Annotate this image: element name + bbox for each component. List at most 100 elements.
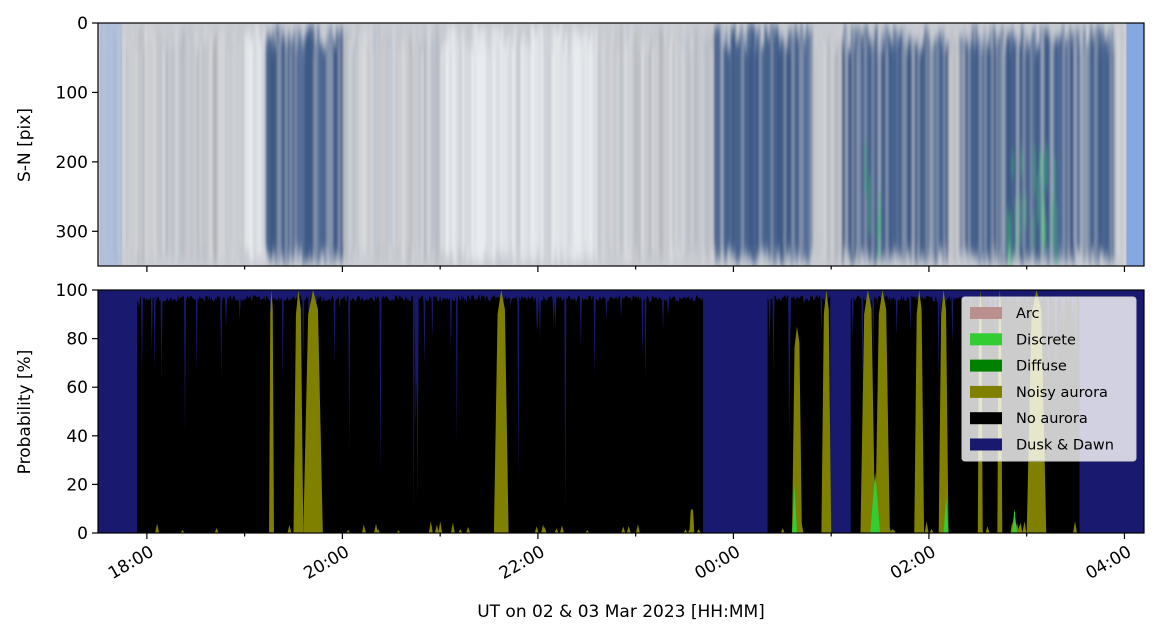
keogram-stripe [232,41,235,265]
keogram-stripe [649,44,652,248]
keogram-stripe [325,42,328,247]
keogram-stripe [790,29,792,258]
keogram-stripe [451,27,453,255]
keogram-stripe [242,27,245,260]
keogram-stripe [1090,24,1093,252]
keogram-stripe [664,45,667,247]
keogram-stripe [215,33,218,261]
keogram-stripe [616,52,619,256]
keogram-stripe [1116,32,1119,252]
keogram-stripe [723,45,726,252]
keogram-stripe [465,44,467,264]
keogram-stripe [860,36,863,253]
keogram-stripe [922,44,925,261]
keogram-stripe [352,46,355,253]
keogram-stripe [996,43,999,247]
keogram-stripe [600,51,602,256]
keogram-stripe [293,32,296,248]
keogram-stripe [629,27,632,262]
keogram-stripe [786,44,789,259]
keogram-stripe [873,42,876,264]
keogram-stripe [883,39,886,256]
keogram-stripe [223,37,226,265]
keogram-stripe [688,32,690,251]
keogram-stripe [1042,25,1045,260]
keogram-heatmap [98,23,1144,266]
keogram-stripe [808,32,811,258]
keogram-green-stripe [1039,153,1042,181]
keogram-stripe [776,27,778,251]
keogram-stripe [902,27,905,258]
keogram-stripe [434,51,437,255]
x-axis-label: UT on 02 & 03 Mar 2023 [HH:MM] [477,602,765,622]
keogram-stripe [339,33,342,261]
keogram-panel: 0 100 200 300 S-N [pix] [15,14,1145,272]
keogram-stripe [839,30,842,266]
keogram-stripe [311,40,314,260]
keogram-stripe [1050,43,1053,263]
keogram-stripe [264,43,267,249]
keogram-stripe [1072,32,1075,265]
keogram-stripe [957,51,960,264]
keogram-stripe [258,36,261,255]
keogram-stripe [1054,39,1056,261]
keogram-stripe [346,25,349,250]
keogram-stripe [670,43,673,261]
keogram-stripe [349,42,351,258]
keogram-stripe [557,31,560,265]
keogram-stripe [780,35,783,266]
keogram-stripe [787,31,790,247]
probability-y-tick-label: 100 [56,281,88,301]
keogram-stripe [793,35,796,259]
keogram-stripe [510,28,513,252]
keogram-stripe [596,40,599,264]
keogram-stripe [532,24,534,247]
keogram-stripe [181,41,184,259]
keogram-stripe [200,40,202,247]
keogram-stripe [417,47,419,255]
keogram-stripe [520,42,523,261]
discrete-spike [943,496,949,533]
noisy-aurora-spike [303,290,323,533]
keogram-stripe [630,27,633,254]
keogram-stripe [1018,45,1021,259]
keogram-stripe [719,41,722,250]
keogram-stripe [849,51,852,260]
keogram-stripe [1030,39,1033,250]
keogram-stripe [395,49,398,262]
keogram-stripe [351,35,354,251]
keogram-stripe [1043,29,1046,262]
keogram-stripe [758,26,761,255]
keogram-stripe [123,36,126,261]
keogram-stripe [189,26,192,258]
keogram-stripe [682,49,684,255]
keogram-stripe [736,44,738,262]
keogram-stripe [388,44,391,261]
keogram-stripe [133,33,135,255]
keogram-stripe [777,29,779,254]
keogram-stripe [878,43,880,260]
keogram-stripe [749,48,751,252]
keogram-stripe [658,36,661,250]
keogram-stripe [1004,49,1007,265]
keogram-stripe [811,27,814,252]
keogram-stripe [953,28,955,259]
keogram-stripe [910,38,913,248]
keogram-stripe [820,42,823,251]
keogram-stripe [272,30,275,248]
keogram-stripe [851,26,853,266]
keogram-stripe [783,44,785,264]
keogram-stripe [933,36,936,265]
keogram-stripe [700,51,703,264]
keogram-stripe [597,30,600,260]
keogram-stripe [652,46,655,252]
keogram-stripe [693,45,696,258]
keogram-stripe [704,38,707,251]
keogram-stripe [1092,38,1095,250]
keogram-stripe [542,51,545,247]
keogram-stripe [400,27,403,257]
keogram-green-stripe [1042,153,1045,201]
noisy-aurora-bump [687,529,692,533]
keogram-stripe [995,47,998,250]
keogram-stripe [1070,37,1073,253]
